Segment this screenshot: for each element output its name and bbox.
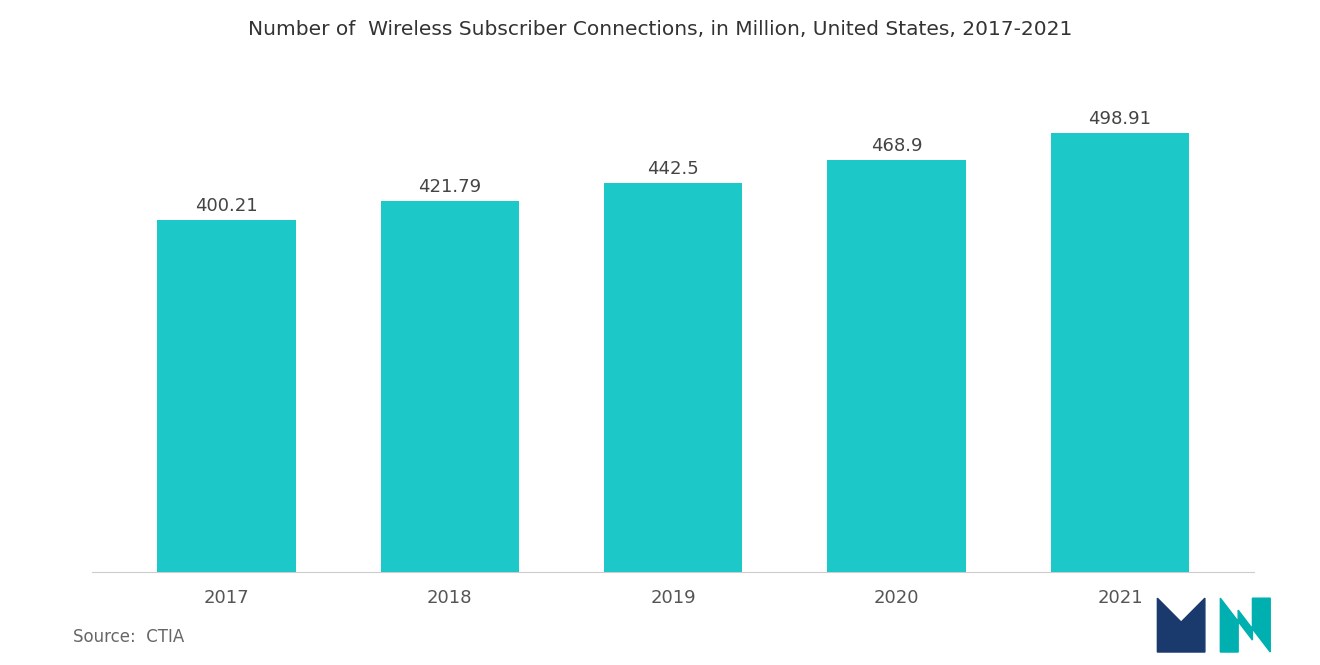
Text: 421.79: 421.79 xyxy=(418,178,482,196)
Text: 442.5: 442.5 xyxy=(647,160,700,178)
Bar xyxy=(157,220,296,572)
Text: 400.21: 400.21 xyxy=(195,197,257,215)
Text: 498.91: 498.91 xyxy=(1089,110,1151,128)
Bar xyxy=(605,183,742,572)
Polygon shape xyxy=(1158,598,1205,652)
Text: Source:  CTIA: Source: CTIA xyxy=(73,628,183,646)
Bar xyxy=(828,160,966,572)
Bar xyxy=(380,201,519,572)
Text: 468.9: 468.9 xyxy=(871,136,923,154)
Bar xyxy=(1051,134,1189,572)
Polygon shape xyxy=(1220,598,1270,652)
Text: Number of  Wireless Subscriber Connections, in Million, United States, 2017-2021: Number of Wireless Subscriber Connection… xyxy=(248,20,1072,39)
